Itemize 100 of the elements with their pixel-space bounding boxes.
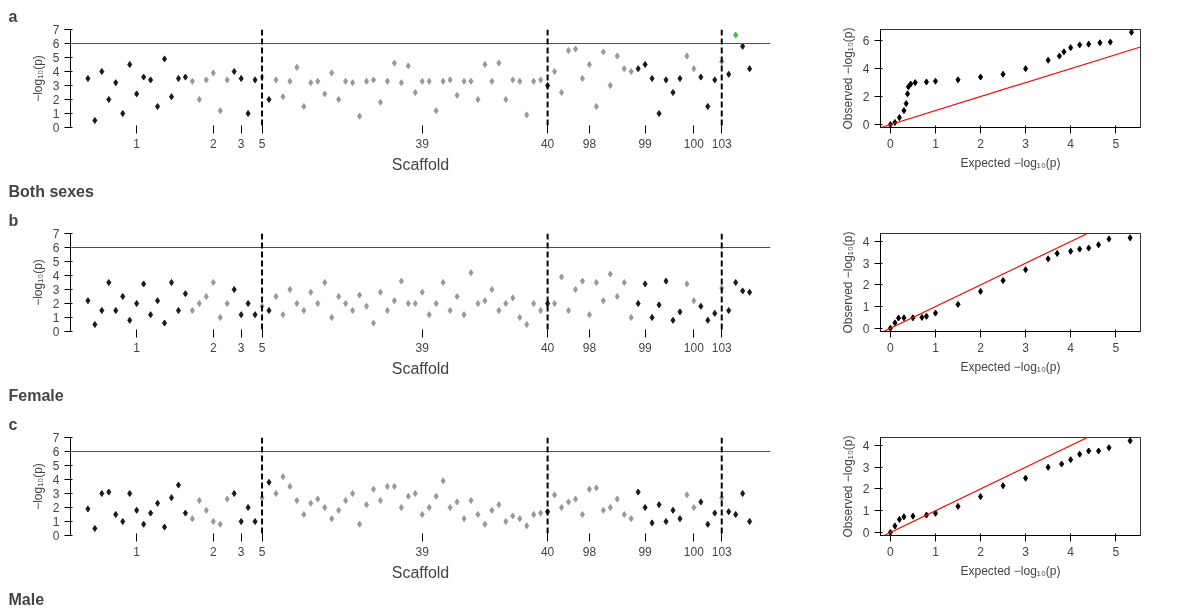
x-tick-label: 2 (977, 340, 985, 355)
x-tick-label: 4 (1067, 136, 1075, 151)
y-tick-label: 5 (52, 459, 60, 473)
y-tick-label: 4 (52, 473, 60, 487)
x-tick-label: 1 (133, 544, 141, 559)
y-tick-label: 7 (52, 227, 60, 241)
y-tick-label: 3 (52, 487, 60, 501)
x-tick-label: 39 (415, 544, 430, 559)
x-axis-title: Scaffold (391, 155, 450, 173)
y-tick-label: 2 (862, 90, 870, 105)
y-tick-label: 3 (862, 460, 870, 475)
y-tick-label: 6 (52, 445, 60, 459)
y-tick-label: 4 (862, 62, 870, 77)
y-tick-label: 1 (862, 504, 870, 519)
x-tick-label: 1 (133, 136, 141, 151)
x-tick-label: 103 (711, 136, 733, 151)
text: Male (8, 590, 45, 608)
y-axis-title: Observed −log₁₀(p) (840, 435, 855, 538)
y-tick-label: 4 (52, 65, 60, 79)
x-axis-title: Scaffold (391, 563, 450, 581)
y-tick-label: 0 (862, 525, 870, 540)
x-tick-label: 39 (415, 136, 430, 151)
x-tick-label: 40 (540, 340, 555, 355)
x-axis-title: Expected −log₁₀(p) (960, 359, 1061, 374)
x-tick-label: 100 (683, 136, 705, 151)
x-tick-label: 39 (415, 340, 430, 355)
y-tick-label: 2 (52, 501, 60, 515)
x-tick-label: 2 (209, 544, 217, 559)
text: Female (8, 386, 64, 404)
y-tick-label: 0 (52, 529, 60, 543)
y-tick-label: 3 (52, 79, 60, 93)
x-tick-label: 103 (711, 340, 733, 355)
x-tick-label: 3 (237, 340, 245, 355)
y-tick-label: 5 (52, 51, 60, 65)
x-tick-label: 3 (237, 136, 245, 151)
y-tick-label: 6 (52, 241, 60, 255)
x-tick-label: 103 (711, 544, 733, 559)
x-tick-label: 3 (1022, 544, 1030, 559)
x-tick-label: 2 (977, 136, 985, 151)
x-tick-label: 2 (977, 544, 985, 559)
y-tick-label: 0 (52, 325, 60, 339)
x-tick-label: 5 (1112, 136, 1120, 151)
x-tick-label: 1 (932, 544, 940, 559)
x-tick-label: 40 (540, 544, 555, 559)
x-tick-label: 98 (582, 136, 597, 151)
y-tick-label: 1 (862, 300, 870, 315)
y-tick-label: 1 (52, 107, 60, 121)
y-tick-label: 6 (862, 34, 870, 49)
x-tick-label: 3 (237, 544, 245, 559)
y-tick-label: 4 (862, 235, 870, 250)
y-tick-label: 7 (52, 431, 60, 445)
y-tick-label: 4 (52, 269, 60, 283)
y-tick-label: 0 (862, 118, 870, 133)
y-axis-title: Observed −log₁₀(p) (840, 27, 855, 130)
y-tick-label: 6 (52, 37, 60, 51)
x-tick-label: 99 (638, 544, 653, 559)
x-tick-label: 0 (887, 340, 895, 355)
text: a (8, 7, 18, 25)
y-tick-label: 3 (862, 256, 870, 271)
text: Both sexes (8, 182, 94, 200)
y-tick-label: 1 (52, 311, 60, 325)
x-axis-title: Expected −log₁₀(p) (960, 155, 1061, 170)
x-tick-label: 0 (887, 136, 895, 151)
x-tick-label: 98 (582, 340, 597, 355)
x-tick-label: 3 (1022, 136, 1030, 151)
y-tick-label: 2 (52, 297, 60, 311)
x-tick-label: 100 (683, 340, 705, 355)
y-tick-label: 2 (52, 93, 60, 107)
x-tick-label: 5 (1112, 544, 1120, 559)
y-tick-label: 0 (862, 321, 870, 336)
text: c (8, 415, 18, 433)
x-tick-label: 1 (932, 340, 940, 355)
y-tick-label: 1 (52, 515, 60, 529)
x-tick-label: 5 (258, 136, 266, 151)
y-tick-label: 5 (52, 255, 60, 269)
x-tick-label: 5 (258, 544, 266, 559)
text: b (8, 211, 19, 229)
x-tick-label: 99 (638, 340, 653, 355)
y-axis-title: Observed −log₁₀(p) (840, 231, 855, 334)
y-axis-title: −log₁₀(p) (30, 259, 45, 306)
y-axis-title: −log₁₀(p) (30, 55, 45, 102)
x-tick-label: 1 (133, 340, 141, 355)
y-tick-label: 2 (862, 278, 870, 293)
x-tick-label: 0 (887, 544, 895, 559)
x-tick-label: 4 (1067, 340, 1075, 355)
x-tick-label: 5 (258, 340, 266, 355)
x-tick-label: 100 (683, 544, 705, 559)
x-tick-label: 4 (1067, 544, 1075, 559)
x-tick-label: 40 (540, 136, 555, 151)
x-tick-label: 1 (932, 136, 940, 151)
x-tick-label: 98 (582, 544, 597, 559)
y-axis-title: −log₁₀(p) (30, 463, 45, 510)
x-axis-title: Expected −log₁₀(p) (960, 563, 1061, 578)
y-tick-label: 0 (52, 121, 60, 135)
x-tick-label: 5 (1112, 340, 1120, 355)
y-tick-label: 2 (862, 482, 870, 497)
x-tick-label: 2 (209, 340, 217, 355)
x-tick-label: 99 (638, 136, 653, 151)
y-tick-label: 7 (52, 23, 60, 37)
x-tick-label: 3 (1022, 340, 1030, 355)
